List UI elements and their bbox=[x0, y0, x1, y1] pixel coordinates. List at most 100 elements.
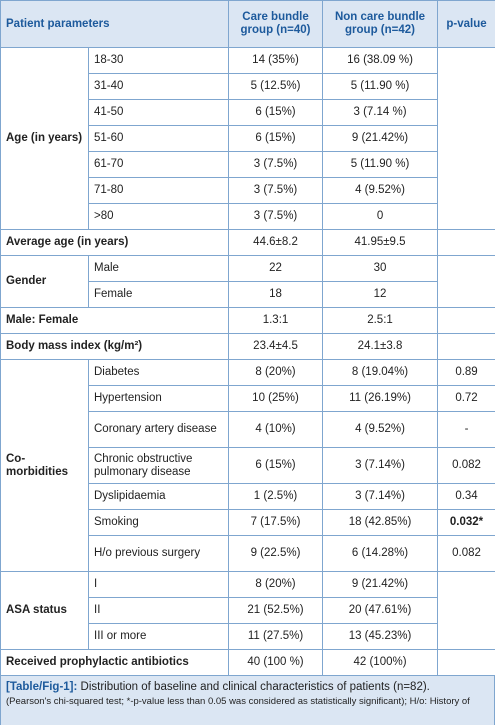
sub-label: Female bbox=[87, 281, 230, 308]
care-value: 44.6±8.2 bbox=[228, 229, 324, 256]
non-care-value: 2.5:1 bbox=[322, 307, 439, 334]
table-body: Age (in years) 18-30 14 (35%) 16 (38.09 %) 3… bbox=[0, 47, 495, 676]
sub-label: 71-80 bbox=[87, 177, 230, 204]
table-row: Body mass index (kg/m²) 23.4±4.5 24.1±3.8 bbox=[0, 333, 495, 360]
group-label: Age (in years) bbox=[0, 47, 89, 230]
p-value: 0.032* bbox=[437, 509, 495, 536]
table-row: Smoking 7 (17.5%) 18 (42.85%) 0.032* bbox=[1, 509, 495, 536]
non-care-value: 8 (19.04%) bbox=[322, 359, 439, 386]
p-value-empty bbox=[437, 47, 495, 230]
sub-label: II bbox=[87, 597, 230, 624]
header-cell: Patient parameters bbox=[0, 0, 230, 48]
table-row: 31-40 5 (12.5%) 5 (11.90 %) bbox=[1, 73, 495, 100]
non-care-value: 18 (42.85%) bbox=[322, 509, 439, 536]
row-label: Male: Female bbox=[0, 307, 230, 334]
p-value: 0.89 bbox=[437, 359, 495, 386]
sub-label: 18-30 bbox=[87, 47, 230, 74]
care-value: 14 (35%) bbox=[228, 47, 324, 74]
header-cell: Care bundle group (n=40) bbox=[228, 0, 324, 48]
sub-label: Smoking bbox=[87, 509, 230, 536]
non-care-value: 41.95±9.5 bbox=[322, 229, 439, 256]
table-row: Age (in years) 18-30 14 (35%) 16 (38.09 %) bbox=[0, 47, 495, 230]
care-value: 4 (10%) bbox=[228, 411, 324, 448]
non-care-value: 4 (9.52%) bbox=[322, 177, 439, 204]
care-value: 8 (20%) bbox=[228, 571, 324, 598]
header-row: Patient parameters Care bundle group (n=4… bbox=[0, 0, 495, 48]
row-label: Average age (in years) bbox=[0, 229, 230, 256]
non-care-value: 6 (14.28%) bbox=[322, 535, 439, 572]
sub-label: Hypertension bbox=[87, 385, 230, 412]
p-value-empty bbox=[437, 333, 495, 360]
care-value: 1.3:1 bbox=[228, 307, 324, 334]
non-care-value: 16 (38.09 %) bbox=[322, 47, 439, 74]
sub-label: Chronic obstructive pulmonary disease bbox=[87, 447, 230, 484]
sub-label: Male bbox=[87, 255, 230, 282]
header-cell: p-value bbox=[437, 0, 495, 48]
table-row: Male: Female 1.3:1 2.5:1 bbox=[0, 307, 495, 334]
care-value: 23.4±4.5 bbox=[228, 333, 324, 360]
care-value: 5 (12.5%) bbox=[228, 73, 324, 100]
p-value: - bbox=[437, 411, 495, 448]
p-value: 0.082 bbox=[437, 535, 495, 572]
table-row: Gender Male 22 30 bbox=[0, 255, 495, 308]
sub-label: Dyslipidaemia bbox=[87, 483, 230, 510]
care-value: 11 (27.5%) bbox=[228, 623, 324, 650]
sub-label: Diabetes bbox=[87, 359, 230, 386]
non-care-value: 42 (100%) bbox=[322, 649, 439, 676]
non-care-value: 4 (9.52%) bbox=[322, 411, 439, 448]
p-value-empty bbox=[437, 307, 495, 334]
care-value: 6 (15%) bbox=[228, 447, 324, 484]
care-value: 6 (15%) bbox=[228, 125, 324, 152]
care-value: 8 (20%) bbox=[228, 359, 324, 386]
table-row: Received prophylactic antibiotics 40 (100… bbox=[0, 649, 495, 676]
sub-label: 41-50 bbox=[87, 99, 230, 126]
group-label: Co-morbidities bbox=[0, 359, 89, 572]
p-value-empty bbox=[437, 571, 495, 650]
p-value: 0.34 bbox=[437, 483, 495, 510]
caption-text: Distribution of baseline and clinical ch… bbox=[80, 681, 430, 693]
table-row: 61-70 3 (7.5%) 5 (11.90 %) bbox=[1, 151, 495, 178]
care-value: 1 (2.5%) bbox=[228, 483, 324, 510]
table-row: 41-50 6 (15%) 3 (7.14 %) bbox=[1, 99, 495, 126]
data-table: Patient parameters Care bundle group (n=4… bbox=[0, 0, 495, 676]
table-row: Average age (in years) 44.6±8.2 41.95±9.5 bbox=[0, 229, 495, 256]
non-care-value: 12 bbox=[322, 281, 439, 308]
row-label: Body mass index (kg/m²) bbox=[0, 333, 230, 360]
sub-label: III or more bbox=[87, 623, 230, 650]
care-value: 7 (17.5%) bbox=[228, 509, 324, 536]
table-row: 51-60 6 (15%) 9 (21.42%) bbox=[1, 125, 495, 152]
group-label: ASA status bbox=[0, 571, 89, 650]
header-cell: Non care bundle group (n=42) bbox=[322, 0, 439, 48]
care-value: 22 bbox=[228, 255, 324, 282]
care-value: 9 (22.5%) bbox=[228, 535, 324, 572]
table-row: >80 3 (7.5%) 0 bbox=[1, 203, 495, 230]
row-label: Received prophylactic antibiotics bbox=[0, 649, 230, 676]
table-row: 71-80 3 (7.5%) 4 (9.52%) bbox=[1, 177, 495, 204]
care-value: 10 (25%) bbox=[228, 385, 324, 412]
non-care-value: 3 (7.14%) bbox=[322, 447, 439, 484]
care-value: 3 (7.5%) bbox=[228, 177, 324, 204]
care-value: 6 (15%) bbox=[228, 99, 324, 126]
non-care-value: 9 (21.42%) bbox=[322, 125, 439, 152]
table-row: III or more 11 (27.5%) 13 (45.23%) bbox=[1, 623, 495, 650]
non-care-value: 30 bbox=[322, 255, 439, 282]
caption-label: [Table/Fig-1]: bbox=[6, 681, 78, 693]
non-care-value: 11 (26.19%) bbox=[322, 385, 439, 412]
non-care-value: 9 (21.42%) bbox=[322, 571, 439, 598]
caption: [Table/Fig-1]: Distribution of baseline … bbox=[0, 676, 495, 725]
group-label: Gender bbox=[0, 255, 89, 308]
table-row: Dyslipidaemia 1 (2.5%) 3 (7.14%) 0.34 bbox=[1, 483, 495, 510]
p-value: 0.72 bbox=[437, 385, 495, 412]
table-row: ASA status I 8 (20%) 9 (21.42%) bbox=[0, 571, 495, 650]
non-care-value: 5 (11.90 %) bbox=[322, 151, 439, 178]
table-row: Co-morbidities Diabetes 8 (20%) 8 (19.04%) 0… bbox=[0, 359, 495, 572]
sub-label: Coronary artery disease bbox=[87, 411, 230, 448]
sub-label: 61-70 bbox=[87, 151, 230, 178]
sub-label: 51-60 bbox=[87, 125, 230, 152]
non-care-value: 3 (7.14%) bbox=[322, 483, 439, 510]
p-value: 0.082 bbox=[437, 447, 495, 484]
non-care-value: 0 bbox=[322, 203, 439, 230]
p-value-empty bbox=[437, 229, 495, 256]
sub-label: I bbox=[87, 571, 230, 598]
